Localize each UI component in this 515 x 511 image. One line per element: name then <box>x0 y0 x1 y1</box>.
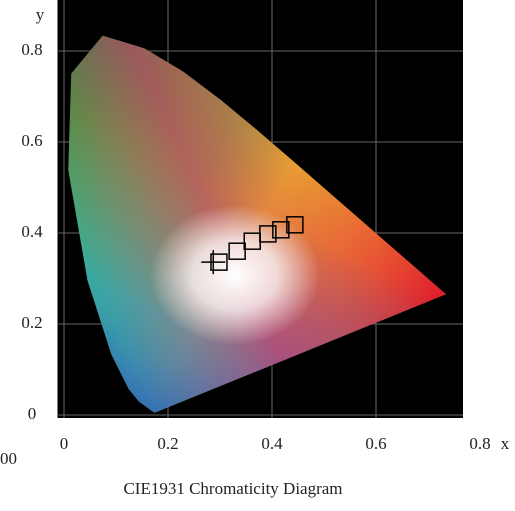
x-tick-label: 0.6 <box>365 434 386 453</box>
y-tick-label: 0.8 <box>21 40 42 59</box>
annotation: 00 <box>0 449 17 468</box>
y-tick-label: 0.6 <box>21 131 42 150</box>
x-tick-label: 0.4 <box>261 434 283 453</box>
square-marker <box>272 221 290 239</box>
x-tick-label: 0 <box>60 434 69 453</box>
x-tick-label: 0.8 <box>469 434 490 453</box>
x-axis-label: x <box>501 434 510 453</box>
square-marker <box>228 242 246 260</box>
x-tick-label: 0.2 <box>157 434 178 453</box>
y-tick-label: 0.2 <box>21 313 42 332</box>
square-marker <box>259 225 277 243</box>
y-tick-label: 0.4 <box>21 222 43 241</box>
square-marker <box>286 216 304 234</box>
y-tick-label: 0 <box>28 404 37 423</box>
cross-marker <box>201 250 226 275</box>
caption: CIE1931 Chromaticity Diagram <box>123 479 342 498</box>
y-axis-label: y <box>36 5 45 24</box>
